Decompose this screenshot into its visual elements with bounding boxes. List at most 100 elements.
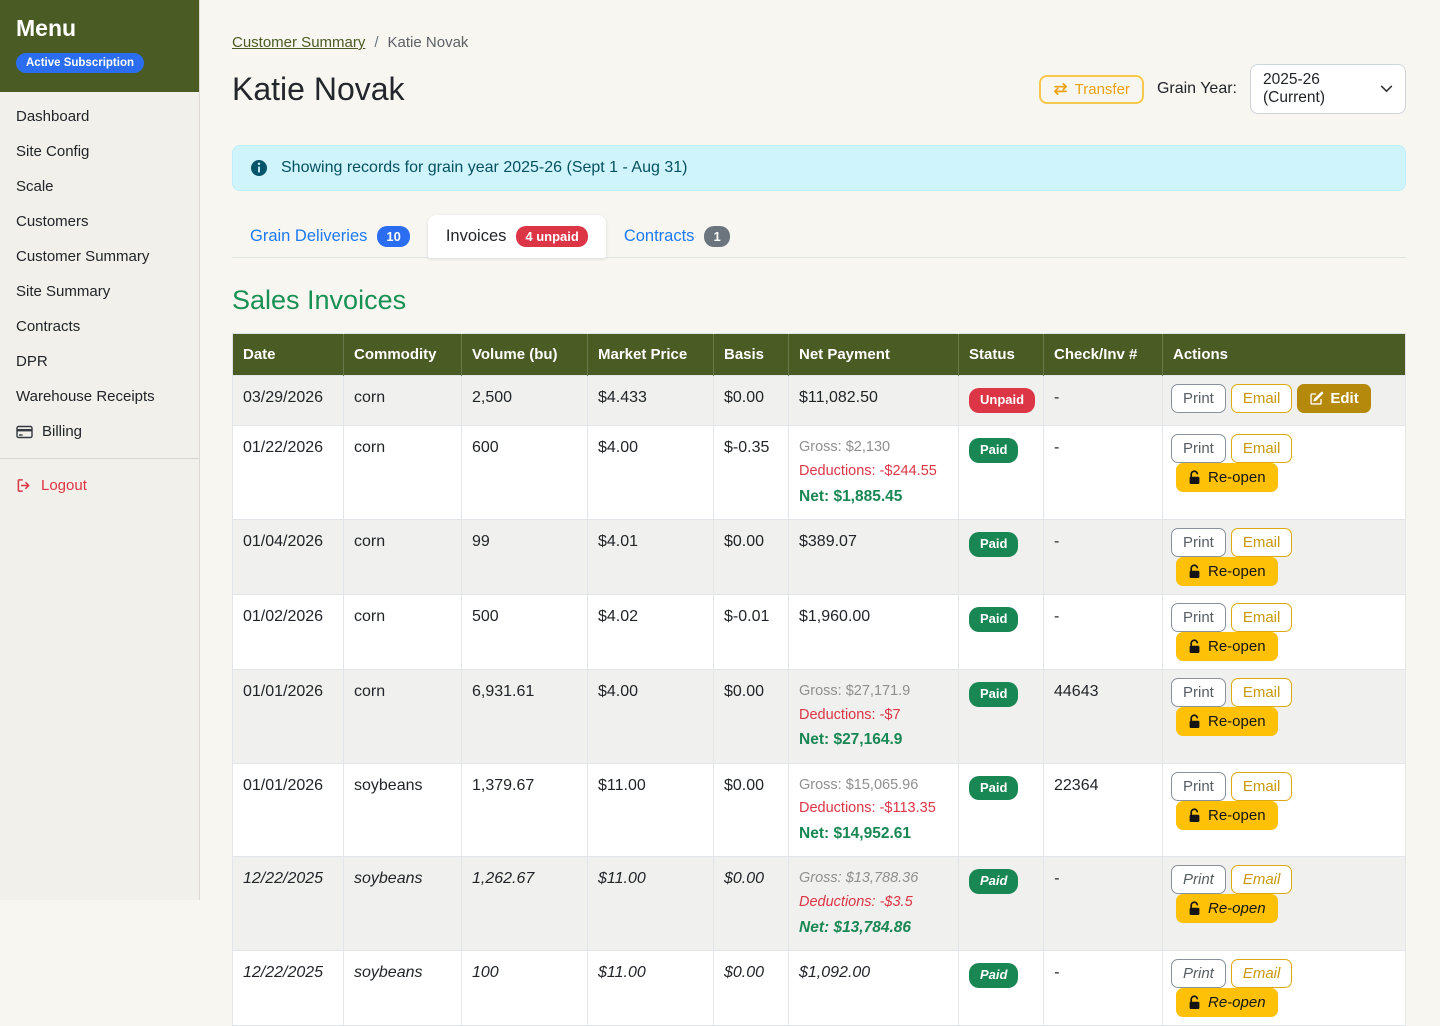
actions-cell: Print Email Re-open	[1162, 762, 1406, 858]
tab-grain-deliveries[interactable]: Grain Deliveries 10	[232, 215, 428, 258]
transfer-button[interactable]: Transfer	[1038, 74, 1144, 104]
invoice-row: 12/22/2025 soybeans 100 $11.00 $0.00 $1,092.0…	[232, 950, 1406, 1026]
print-button[interactable]: Print	[1171, 527, 1226, 557]
sidebar-item-customer-summary[interactable]: Customer Summary	[0, 239, 199, 274]
commodity-cell: soybeans	[343, 762, 462, 858]
reopen-button[interactable]: Re-open	[1176, 988, 1278, 1018]
volume-cell: 99	[461, 518, 588, 595]
date-cell: 01/01/2026	[232, 668, 344, 764]
column-header-market-price: Market Price	[587, 333, 714, 376]
transfer-arrows-icon	[1053, 82, 1068, 96]
commodity-cell: corn	[343, 375, 462, 426]
email-button[interactable]: Email	[1230, 771, 1293, 801]
volume-cell: 1,379.67	[461, 762, 588, 858]
print-button[interactable]: Print	[1171, 677, 1226, 707]
sidebar-item-label: Dashboard	[16, 108, 90, 125]
net-payment-net: Net: $14,952.61	[799, 825, 912, 843]
table-body: 03/29/2026 corn 2,500 $4.433 $0.00 $11,082.50…	[232, 375, 1406, 1026]
sidebar-item-scale[interactable]: Scale	[0, 169, 199, 204]
volume-cell: 1,262.67	[461, 856, 588, 952]
tab-contracts[interactable]: Contracts 1	[606, 215, 748, 258]
sidebar-item-site-summary[interactable]: Site Summary	[0, 274, 199, 309]
net-payment-cell: $389.07	[788, 518, 959, 595]
net-payment-cell: $1,960.00	[788, 593, 959, 670]
email-button[interactable]: Email	[1230, 959, 1293, 989]
tab-invoices[interactable]: Invoices 4 unpaid	[427, 215, 606, 258]
actions-cell: Print Email Re-open	[1162, 668, 1406, 764]
net-payment-net: Net: $1,885.45	[799, 487, 903, 505]
print-button[interactable]: Print	[1171, 384, 1226, 413]
print-button[interactable]: Print	[1171, 602, 1226, 632]
sidebar-item-site-config[interactable]: Site Config	[0, 134, 199, 169]
check-inv-cell: -	[1043, 856, 1163, 952]
grain-year-select[interactable]: 2025-26 (Current)	[1250, 64, 1406, 114]
actions-cell: Print Email Re-open	[1162, 424, 1406, 520]
print-button[interactable]: Print	[1171, 771, 1226, 801]
market-price-cell: $11.00	[587, 856, 714, 952]
breadcrumb-separator: /	[374, 34, 379, 51]
basis-cell: $0.00	[713, 762, 789, 858]
invoice-row: 01/22/2026 corn 600 $4.00 $-0.35 Gross: $2,13…	[232, 424, 1406, 520]
market-price-cell: $11.00	[587, 762, 714, 858]
action-button-label: Re-open	[1208, 900, 1266, 918]
net-payment-cell: $1,092.00	[788, 950, 959, 1026]
chevron-down-icon	[1380, 85, 1393, 93]
sidebar-item-label: Contracts	[16, 318, 81, 335]
basis-cell: $0.00	[713, 375, 789, 426]
reopen-button[interactable]: Re-open	[1176, 894, 1278, 924]
email-button[interactable]: Email	[1230, 677, 1293, 707]
logout-icon	[16, 478, 32, 493]
reopen-button[interactable]: Re-open	[1176, 706, 1278, 736]
reopen-button[interactable]: Re-open	[1176, 631, 1278, 661]
sidebar-item-customers[interactable]: Customers	[0, 204, 199, 239]
sidebar-item-billing[interactable]: Billing	[0, 414, 199, 449]
action-button-label: Email	[1242, 683, 1281, 701]
check-inv-cell: -	[1043, 950, 1163, 1026]
reopen-button[interactable]: Re-open	[1176, 556, 1278, 586]
reopen-button[interactable]: Re-open	[1176, 800, 1278, 830]
email-button[interactable]: Email	[1230, 865, 1293, 895]
status-badge: Paid	[969, 531, 1019, 557]
main-content: Customer Summary / Katie Novak Katie Novak…	[201, 0, 1440, 1026]
status-badge: Unpaid	[969, 388, 1036, 413]
commodity-cell: corn	[343, 668, 462, 764]
sales-invoices-table: Date Commodity Volume (bu) Market Price Basi…	[232, 333, 1406, 1026]
breadcrumb-link-customer-summary[interactable]: Customer Summary	[232, 34, 366, 51]
volume-cell: 2,500	[461, 375, 588, 426]
sidebar-item-warehouse-receipts[interactable]: Warehouse Receipts	[0, 379, 199, 414]
action-button-label: Email	[1242, 777, 1281, 795]
sidebar-item-dashboard[interactable]: Dashboard	[0, 99, 199, 134]
action-button-label: Print	[1183, 533, 1214, 551]
sidebar-item-dpr[interactable]: DPR	[0, 344, 199, 379]
sidebar-item-contracts[interactable]: Contracts	[0, 309, 199, 344]
reopen-button[interactable]: Re-open	[1176, 462, 1278, 492]
print-button[interactable]: Print	[1171, 865, 1226, 895]
sidebar-item-label: Billing	[42, 423, 83, 440]
sidebar-item-logout[interactable]: Logout	[0, 468, 199, 503]
print-button[interactable]: Print	[1171, 433, 1226, 463]
net-amount: $1,960.00	[799, 607, 871, 625]
actions-cell: Print Email Re-open	[1162, 950, 1406, 1026]
action-button-label: Re-open	[1208, 637, 1266, 655]
email-button[interactable]: Email	[1230, 384, 1293, 413]
email-button[interactable]: Email	[1230, 433, 1293, 463]
column-header-check-inv: Check/Inv #	[1043, 333, 1163, 376]
market-price-cell: $11.00	[587, 950, 714, 1026]
action-button-label: Email	[1242, 965, 1281, 983]
print-button[interactable]: Print	[1171, 959, 1226, 989]
action-button-label: Print	[1183, 608, 1214, 626]
status-badge: Paid	[969, 437, 1019, 463]
date-cell: 12/22/2025	[232, 950, 344, 1026]
market-price-cell: $4.00	[587, 424, 714, 520]
invoice-row: 01/01/2026 soybeans 1,379.67 $11.00 $0.00 Gro…	[232, 762, 1406, 858]
net-payment-gross: Gross: $2,130	[799, 438, 891, 455]
date-cell: 01/04/2026	[232, 518, 344, 595]
commodity-cell: soybeans	[343, 856, 462, 952]
check-inv-cell: -	[1043, 593, 1163, 670]
market-price-cell: $4.02	[587, 593, 714, 670]
net-payment-cell: Gross: $2,130 Deductions: -$244.55 Net: $1…	[788, 424, 959, 520]
email-button[interactable]: Email	[1230, 527, 1293, 557]
edit-button[interactable]: Edit	[1297, 384, 1371, 413]
column-header-commodity: Commodity	[343, 333, 462, 376]
email-button[interactable]: Email	[1230, 602, 1293, 632]
